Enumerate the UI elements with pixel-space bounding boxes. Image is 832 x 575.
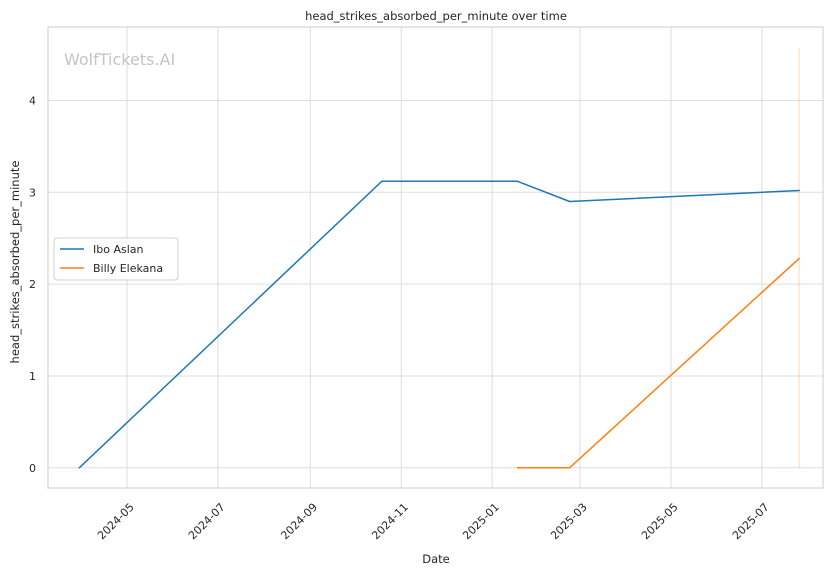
y-tick-label: 2 xyxy=(29,278,36,291)
plot-frame xyxy=(47,26,824,489)
series-line-billy-elekana xyxy=(517,257,800,469)
x-tick-label: 2024-11 xyxy=(369,501,411,543)
y-axis-label: head_strikes_absorbed_per_minute xyxy=(8,161,22,364)
legend-box xyxy=(53,237,179,281)
grid-layer xyxy=(48,27,823,488)
data-point-billy-elekana xyxy=(798,257,800,260)
watermark: WolfTickets.AI xyxy=(64,50,175,69)
x-tick-label: 2025-01 xyxy=(460,501,502,543)
series-line-ibo-aslan xyxy=(78,180,800,469)
y-tick-label: 4 xyxy=(29,94,36,107)
chart-title: head_strikes_absorbed_per_minute over ti… xyxy=(305,9,567,23)
legend-label-billy-elekana: Billy Elekana xyxy=(93,262,163,275)
tick-layer: 2024-05 2024-07 2024-09 2024-11 2025-01 2025-… xyxy=(29,94,772,542)
data-point-billy-elekana xyxy=(568,467,571,469)
data-point-ibo-aslan xyxy=(568,200,571,203)
legend-label-ibo-aslan: Ibo Aslan xyxy=(93,243,144,256)
data-point-ibo-aslan xyxy=(516,180,519,183)
series-layer xyxy=(78,180,800,469)
x-tick-label: 2024-07 xyxy=(186,501,228,543)
legend: Ibo Aslan Billy Elekana xyxy=(53,237,179,281)
x-tick-label: 2024-09 xyxy=(278,501,320,543)
y-tick-label: 0 xyxy=(29,462,36,475)
x-axis-label: Date xyxy=(422,552,450,566)
data-point-ibo-aslan xyxy=(78,467,81,469)
x-tick-label: 2025-07 xyxy=(730,501,772,543)
x-tick-label: 2025-03 xyxy=(548,501,590,543)
y-tick-label: 3 xyxy=(29,186,36,199)
data-point-billy-elekana xyxy=(516,467,519,469)
y-tick-label: 1 xyxy=(29,370,36,383)
data-point-ibo-aslan xyxy=(798,189,800,192)
data-point-ibo-aslan xyxy=(381,180,383,183)
x-tick-label: 2024-05 xyxy=(95,501,137,543)
x-tick-label: 2025-05 xyxy=(639,501,681,543)
